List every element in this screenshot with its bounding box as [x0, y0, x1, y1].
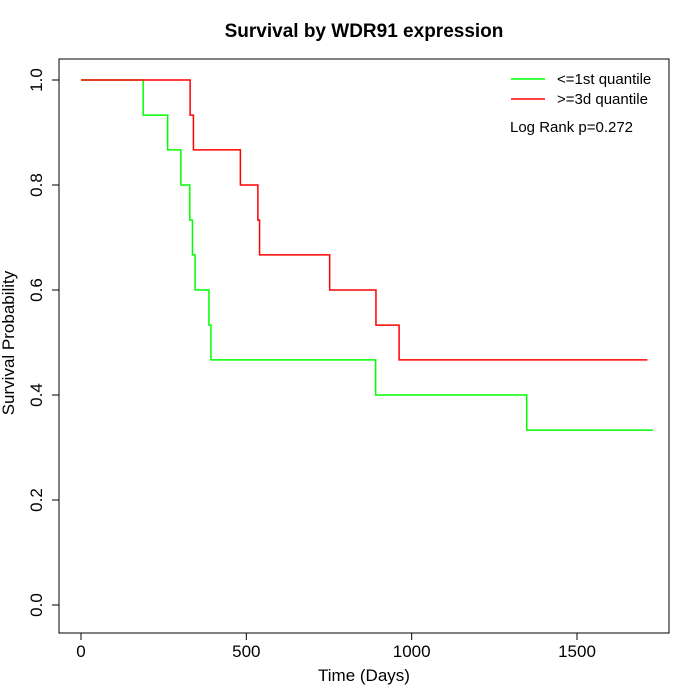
y-tick-label: 0.0: [27, 593, 46, 617]
y-axis: 0.0 0.2 0.4 0.6 0.8 1.0: [27, 68, 60, 617]
x-tick-label: 1000: [393, 642, 431, 661]
y-tick-label: 0.2: [27, 488, 46, 512]
x-tick-label: 1500: [558, 642, 596, 661]
x-axis-label: Time (Days): [318, 666, 410, 685]
series-layer: [81, 79, 654, 431]
log-rank-annotation: Log Rank p=0.272: [510, 119, 633, 136]
y-axis-label: Survival Probability: [0, 270, 18, 415]
x-axis: 0 500 1000 1500: [76, 632, 596, 661]
legend-label-2: >=3d quantile: [557, 91, 648, 108]
chart-title: Survival by WDR91 expression: [225, 21, 504, 42]
series-line-1: [81, 79, 654, 431]
series-line-2: [81, 79, 648, 361]
y-tick-label: 1.0: [27, 68, 46, 92]
plot-area-frame: [58, 58, 670, 634]
legend-label-1: <=1st quantile: [557, 71, 651, 88]
x-tick-label: 500: [232, 642, 260, 661]
legend: <=1st quantile >=3d quantile: [511, 71, 651, 108]
x-tick-label: 0: [76, 642, 85, 661]
y-tick-label: 0.8: [27, 173, 46, 197]
y-tick-label: 0.4: [27, 383, 46, 407]
y-tick-label: 0.6: [27, 278, 46, 302]
